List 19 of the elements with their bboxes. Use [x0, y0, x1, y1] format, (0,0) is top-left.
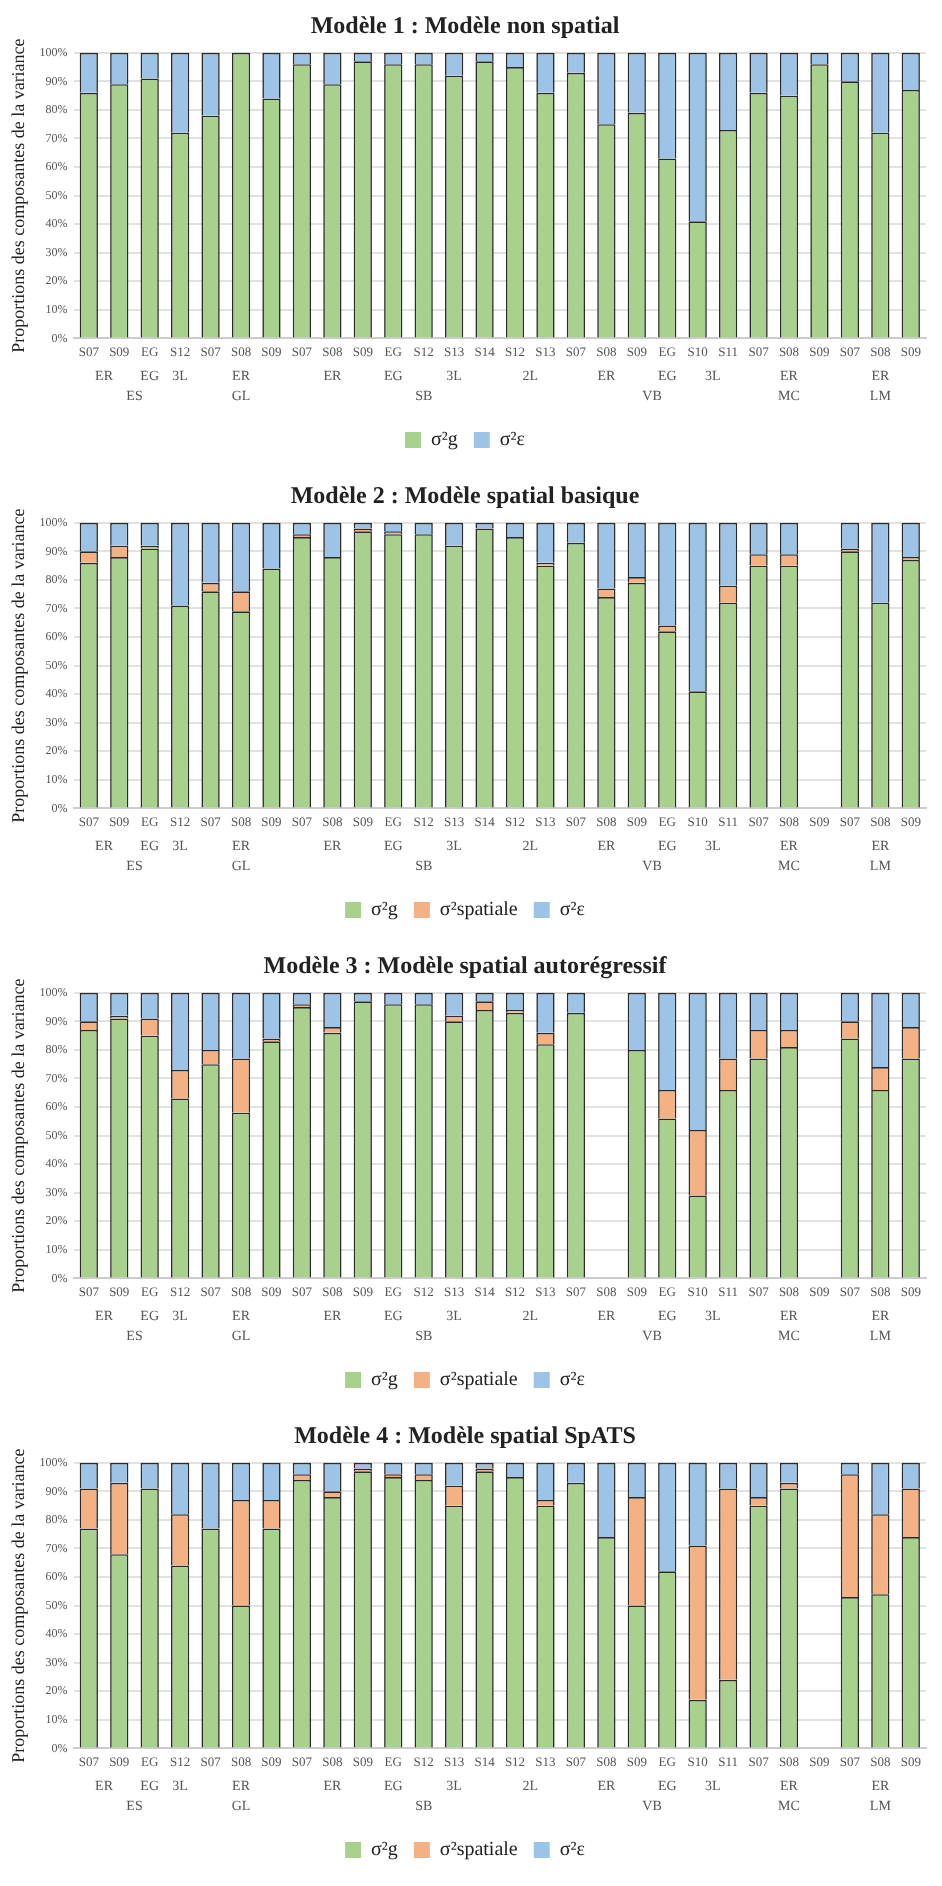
chart-title: Modèle 4 : Modèle spatial SpATS — [294, 1420, 637, 1449]
legend-label: σ²ε — [559, 1839, 585, 1862]
y-axis-title: Proportions des composantes de la variance — [7, 508, 28, 823]
legend-label: σ²ε — [559, 1369, 585, 1392]
chart-title: Modèle 3 : Modèle spatial autorégressif — [263, 950, 669, 979]
legend-label: σ²ε — [559, 899, 585, 922]
legend-label: σ²g — [431, 429, 458, 452]
legend-label: σ²spatiale — [439, 1369, 519, 1392]
y-axis-title: Proportions des composantes de la variance — [7, 38, 28, 353]
y-axis-title: Proportions des composantes de la variance — [7, 978, 28, 1293]
y-axis-title: Proportions des composantes de la variance — [7, 1448, 28, 1763]
legend-label: σ²spatiale — [439, 899, 519, 922]
legend-label: σ²g — [371, 1369, 398, 1392]
chart-title: Modèle 2 : Modèle spatial basique — [290, 480, 641, 509]
chart-title: Modèle 1 : Modèle non spatial — [310, 10, 621, 39]
legend-label: σ²g — [371, 1839, 398, 1862]
legend-label: σ²ε — [499, 429, 525, 452]
legend-label: σ²spatiale — [439, 1839, 519, 1862]
legend-label: σ²g — [371, 899, 398, 922]
